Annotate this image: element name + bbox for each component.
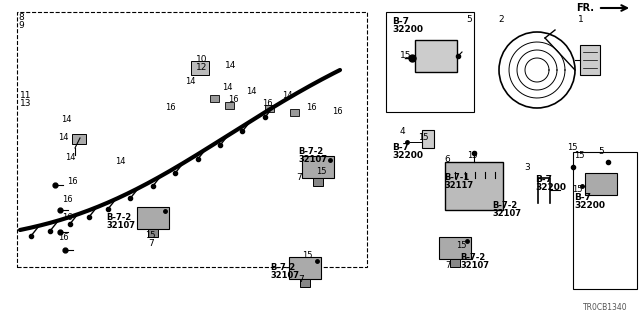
Bar — [148, 229, 158, 237]
Text: 14: 14 — [58, 132, 68, 141]
Text: 6: 6 — [444, 156, 450, 164]
FancyBboxPatch shape — [210, 95, 219, 102]
Text: 15: 15 — [316, 167, 326, 177]
Text: 12: 12 — [196, 63, 207, 73]
Bar — [439, 237, 471, 259]
Text: 11: 11 — [20, 91, 31, 100]
Text: B-7: B-7 — [392, 18, 409, 27]
Text: 15: 15 — [145, 230, 156, 239]
Text: 14: 14 — [225, 60, 236, 69]
Text: B-7-2: B-7-2 — [460, 253, 485, 262]
Text: B-7-2: B-7-2 — [298, 148, 323, 156]
Bar — [386, 12, 474, 112]
Text: B-7-2: B-7-2 — [492, 201, 517, 210]
Text: 15: 15 — [418, 133, 429, 142]
Text: 14: 14 — [61, 116, 72, 124]
Text: 32200: 32200 — [392, 151, 423, 161]
Bar — [422, 130, 434, 148]
Text: 32107: 32107 — [460, 261, 489, 270]
Bar — [450, 259, 460, 267]
Text: 32107: 32107 — [298, 156, 327, 164]
Text: 16: 16 — [62, 196, 72, 204]
FancyBboxPatch shape — [72, 134, 86, 144]
Text: 15: 15 — [456, 241, 467, 250]
Text: 32107: 32107 — [106, 221, 135, 230]
Text: TR0CB1340: TR0CB1340 — [584, 303, 628, 312]
Text: 16: 16 — [228, 95, 239, 105]
Text: 13: 13 — [20, 99, 31, 108]
FancyBboxPatch shape — [265, 105, 274, 112]
Text: 15: 15 — [400, 51, 412, 60]
Text: 14: 14 — [65, 154, 76, 163]
Text: 8: 8 — [18, 13, 24, 22]
Text: 7: 7 — [298, 276, 304, 284]
Text: B-7: B-7 — [574, 194, 591, 203]
Text: 32107: 32107 — [270, 271, 299, 281]
Text: FR.: FR. — [576, 3, 594, 13]
FancyBboxPatch shape — [290, 109, 299, 116]
Bar — [415, 40, 457, 72]
Text: B-7: B-7 — [535, 175, 552, 185]
Text: 16: 16 — [262, 100, 273, 108]
Text: B-7-1: B-7-1 — [444, 173, 469, 182]
Text: 14: 14 — [246, 87, 257, 97]
Text: 16: 16 — [165, 103, 175, 113]
Text: 16: 16 — [62, 213, 72, 222]
Bar — [573, 152, 637, 289]
Bar — [580, 45, 600, 75]
Text: 2: 2 — [498, 15, 504, 25]
Text: 7: 7 — [148, 238, 154, 247]
Bar — [302, 156, 334, 178]
Text: 15: 15 — [302, 252, 312, 260]
Text: 16: 16 — [67, 178, 77, 187]
Bar — [445, 162, 503, 210]
Text: 7: 7 — [445, 260, 451, 269]
Text: 9: 9 — [18, 21, 24, 30]
Text: 15: 15 — [574, 150, 584, 159]
Text: B-7-2: B-7-2 — [106, 213, 131, 222]
Text: 3: 3 — [524, 164, 530, 172]
Text: 4: 4 — [400, 127, 406, 137]
Bar — [313, 178, 323, 186]
Text: 10: 10 — [196, 55, 207, 65]
Text: 7: 7 — [296, 173, 301, 182]
Text: 14: 14 — [222, 84, 232, 92]
Text: 32117: 32117 — [444, 181, 473, 190]
Text: 1: 1 — [578, 15, 584, 25]
Text: 15: 15 — [467, 150, 477, 159]
Bar — [137, 207, 169, 229]
Bar — [191, 61, 209, 75]
FancyBboxPatch shape — [225, 102, 234, 109]
Text: 14: 14 — [185, 77, 195, 86]
Bar — [300, 279, 310, 287]
Text: 32200: 32200 — [574, 202, 605, 211]
Text: 5: 5 — [598, 148, 604, 156]
Bar — [585, 173, 617, 195]
Text: 32107: 32107 — [492, 209, 521, 218]
Text: 32200: 32200 — [535, 183, 566, 193]
Text: 16: 16 — [58, 234, 68, 243]
Bar — [17, 12, 367, 267]
Text: 16: 16 — [332, 108, 342, 116]
Text: B-7-2: B-7-2 — [270, 263, 295, 273]
Text: 15: 15 — [572, 186, 582, 195]
Text: 32200: 32200 — [392, 26, 423, 35]
Text: B-7: B-7 — [392, 143, 409, 153]
Text: 14: 14 — [282, 91, 292, 100]
Bar — [289, 257, 321, 279]
Text: 16: 16 — [306, 102, 317, 111]
Text: 5: 5 — [466, 15, 472, 25]
Text: 14: 14 — [115, 157, 125, 166]
Text: 15: 15 — [567, 143, 577, 153]
